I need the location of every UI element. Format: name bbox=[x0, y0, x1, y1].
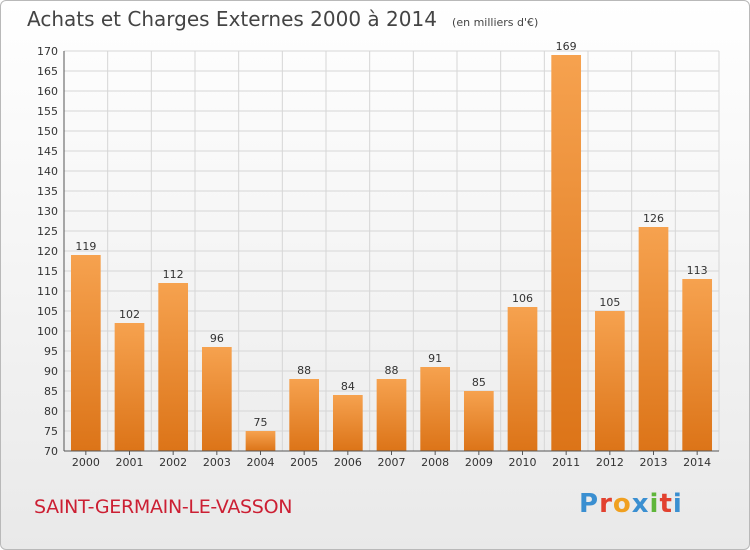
chart-unit: (en milliers d'€) bbox=[452, 16, 539, 29]
x-tick-label: 2009 bbox=[465, 456, 493, 469]
y-tick-label: 100 bbox=[37, 325, 58, 338]
y-tick-label: 85 bbox=[44, 385, 58, 398]
bar-2011 bbox=[551, 55, 582, 451]
title-row: Achats et Charges Externes 2000 à 2014 (… bbox=[27, 7, 538, 31]
brand-letter: i bbox=[672, 489, 683, 519]
y-tick-label: 135 bbox=[37, 185, 58, 198]
y-tick-label: 125 bbox=[37, 225, 58, 238]
y-tick-label: 95 bbox=[44, 345, 58, 358]
x-tick-label: 2002 bbox=[159, 456, 187, 469]
y-tick-label: 145 bbox=[37, 145, 58, 158]
bar-2014 bbox=[682, 279, 713, 451]
value-label: 91 bbox=[428, 352, 442, 365]
bar-2009 bbox=[463, 391, 494, 451]
y-tick-label: 120 bbox=[37, 245, 58, 258]
y-tick-label: 105 bbox=[37, 305, 58, 318]
label-layer: 119 102 112 96 75 88 84 88 91 85 106 169 105 126 113 bbox=[75, 40, 707, 429]
value-label: 102 bbox=[119, 308, 140, 321]
y-tick-label: 170 bbox=[37, 45, 58, 58]
brand-logo: Proxiti bbox=[579, 489, 683, 519]
x-tick-label: 2014 bbox=[683, 456, 711, 469]
chart-title: Achats et Charges Externes 2000 à 2014 bbox=[27, 7, 437, 31]
x-tick-label: 2010 bbox=[509, 456, 537, 469]
bar-2008 bbox=[420, 367, 451, 451]
value-label: 84 bbox=[341, 380, 355, 393]
x-tick-label: 2011 bbox=[552, 456, 580, 469]
y-tick-label: 160 bbox=[37, 85, 58, 98]
value-label: 126 bbox=[643, 212, 664, 225]
bar-2001 bbox=[114, 323, 145, 451]
y-tick-label: 155 bbox=[37, 105, 58, 118]
bar-2000 bbox=[70, 255, 101, 451]
x-tick-label: 2006 bbox=[334, 456, 362, 469]
x-tick-label: 2004 bbox=[247, 456, 275, 469]
bar-2013 bbox=[638, 227, 669, 451]
x-tick-label: 2000 bbox=[72, 456, 100, 469]
x-tick-label: 2003 bbox=[203, 456, 231, 469]
brand-letter: i bbox=[649, 489, 660, 519]
town-name: SAINT-GERMAIN-LE-VASSON bbox=[34, 496, 293, 518]
x-tick-label: 2012 bbox=[596, 456, 624, 469]
x-tick-label: 2007 bbox=[378, 456, 406, 469]
axis-layer: 70 75 80 85 90 95 100 105 110 115 120 125 130 135 140 1… bbox=[37, 45, 719, 469]
value-label: 85 bbox=[472, 376, 486, 389]
y-tick-label: 140 bbox=[37, 165, 58, 178]
value-label: 96 bbox=[210, 332, 224, 345]
bar-2006 bbox=[332, 395, 363, 451]
value-label: 75 bbox=[254, 416, 268, 429]
value-label: 105 bbox=[599, 296, 620, 309]
y-tick-label: 110 bbox=[37, 285, 58, 298]
value-label: 119 bbox=[75, 240, 96, 253]
bar-2012 bbox=[594, 311, 625, 451]
value-label: 169 bbox=[556, 40, 577, 53]
bar-2005 bbox=[289, 379, 320, 451]
brand-letter: P bbox=[579, 489, 600, 519]
value-label: 112 bbox=[163, 268, 184, 281]
y-tick-label: 70 bbox=[44, 445, 58, 458]
y-tick-label: 130 bbox=[37, 205, 58, 218]
x-tick-label: 2008 bbox=[421, 456, 449, 469]
brand-letter: r bbox=[599, 489, 613, 519]
bar-2007 bbox=[376, 379, 407, 451]
brand-letter: t bbox=[659, 489, 673, 519]
value-label: 106 bbox=[512, 292, 533, 305]
y-tick-label: 150 bbox=[37, 125, 58, 138]
y-tick-label: 75 bbox=[44, 425, 58, 438]
bar-2004 bbox=[245, 431, 276, 451]
value-label: 113 bbox=[687, 264, 708, 277]
y-tick-label: 80 bbox=[44, 405, 58, 418]
bar-layer bbox=[70, 55, 713, 451]
x-tick-label: 2013 bbox=[640, 456, 668, 469]
bar-2003 bbox=[201, 347, 232, 451]
brand-letter: x bbox=[631, 489, 650, 519]
bar-2002 bbox=[158, 283, 189, 451]
x-tick-label: 2005 bbox=[290, 456, 318, 469]
y-tick-label: 115 bbox=[37, 265, 58, 278]
value-label: 88 bbox=[385, 364, 399, 377]
brand-letter: o bbox=[612, 489, 632, 519]
bar-2010 bbox=[507, 307, 538, 451]
y-tick-label: 90 bbox=[44, 365, 58, 378]
value-label: 88 bbox=[297, 364, 311, 377]
y-tick-label: 165 bbox=[37, 65, 58, 78]
x-tick-label: 2001 bbox=[116, 456, 144, 469]
